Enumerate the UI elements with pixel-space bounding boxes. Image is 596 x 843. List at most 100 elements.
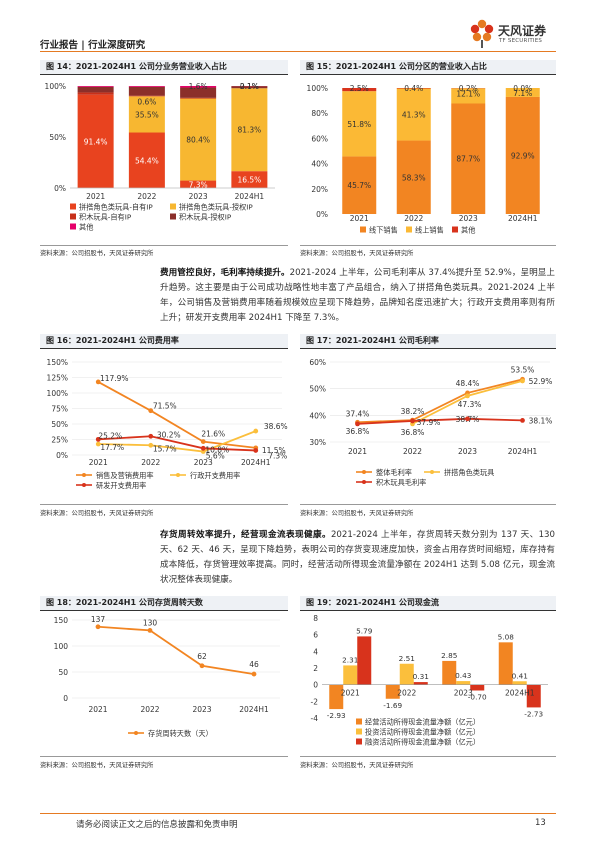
bar-data-label: 0.1% xyxy=(240,82,259,91)
bar xyxy=(442,660,457,685)
data-point xyxy=(95,624,101,630)
x-tick-label: 2023 xyxy=(194,458,213,467)
legend-swatch xyxy=(70,223,76,230)
data-point xyxy=(253,448,259,453)
legend-swatch xyxy=(360,226,366,233)
x-tick-label: 2024H1 xyxy=(505,689,535,698)
legend-marker xyxy=(176,473,180,477)
legend-marker xyxy=(82,473,86,477)
data-point xyxy=(147,628,153,633)
data-label: 38.7% xyxy=(456,415,480,424)
x-tick-label: 2022 xyxy=(397,689,416,698)
y-tick-label: 4 xyxy=(313,647,318,656)
figure-16-bottom-rule xyxy=(40,504,288,505)
data-point xyxy=(465,393,470,399)
legend-label: 经营活动所得现金流量净额（亿元） xyxy=(365,718,480,727)
y-tick-label: 20% xyxy=(311,185,328,194)
series-line xyxy=(98,430,257,453)
figure-15-title: 图 15：2021-2024H1 公司分区的营业收入占比 xyxy=(300,60,556,74)
figure-16-title: 图 16：2021-2024H1 公司费用率 xyxy=(40,334,288,348)
bar xyxy=(470,684,485,691)
bar xyxy=(456,681,471,685)
legend-marker xyxy=(362,480,366,484)
bar-segment xyxy=(128,95,165,97)
paragraph-turnover-lead: 存货周转效率提升，经营现金流表现健康。 xyxy=(160,530,331,540)
x-tick-label: 2024H1 xyxy=(508,447,538,456)
legend-label: 存货周转天数（天） xyxy=(148,729,213,738)
bar-data-label: 0.4% xyxy=(404,84,423,93)
data-label: 30.2% xyxy=(157,430,181,439)
legend-label: 行政开支费用率 xyxy=(190,471,240,480)
bar-segment xyxy=(128,86,165,87)
bar-data-label: 51.8% xyxy=(347,120,371,129)
x-tick-label: 2021 xyxy=(350,214,369,223)
bar xyxy=(357,636,372,685)
bar xyxy=(329,684,344,710)
paragraph-turnover: 存货周转效率提升，经营现金流表现健康。2021-2024 上半年，存货周转天数分… xyxy=(160,528,555,588)
legend-swatch xyxy=(356,738,362,745)
data-label: 53.5% xyxy=(511,365,535,374)
data-point xyxy=(95,441,101,447)
bar-data-label: 7.1% xyxy=(513,89,532,98)
bar-data-label: 0.43 xyxy=(455,671,472,680)
x-tick-label: 2021 xyxy=(348,447,367,456)
x-tick-label: 2022 xyxy=(141,458,160,467)
bar-data-label: 2.51 xyxy=(399,654,415,663)
y-tick-label: -2 xyxy=(311,697,319,706)
x-tick-label: 2024H1 xyxy=(239,705,269,714)
bar-data-label: 0.41 xyxy=(512,671,528,680)
x-tick-label: 2021 xyxy=(89,458,108,467)
legend-swatch xyxy=(170,203,176,210)
data-label: 117.9% xyxy=(100,374,129,383)
bar-segment xyxy=(77,94,114,188)
data-label: 137 xyxy=(91,615,106,624)
data-point xyxy=(199,663,205,669)
legend-marker xyxy=(134,731,138,735)
data-point xyxy=(148,442,154,448)
legend-label: 拼搭角色类玩具-授权IP xyxy=(179,203,253,212)
y-tick-label: 40% xyxy=(311,160,328,169)
legend-label: 积木玩具-自有IP xyxy=(79,213,132,222)
y-tick-label: -4 xyxy=(311,714,319,723)
y-tick-label: 25% xyxy=(51,436,68,445)
bar-data-label: 58.3% xyxy=(402,173,426,182)
figure-19-source: 资料来源：公司招股书，天风证券研究所 xyxy=(300,762,414,769)
bar-segment xyxy=(180,98,217,181)
y-tick-label: 125% xyxy=(47,374,68,383)
legend-label: 整体毛利率 xyxy=(376,468,412,477)
bar-data-label: 0.6% xyxy=(137,97,156,106)
x-tick-label: 2024H1 xyxy=(241,458,271,467)
data-label: 38.6% xyxy=(264,422,288,431)
bar-segment xyxy=(505,88,540,97)
bar-segment xyxy=(77,86,114,93)
series-line xyxy=(357,417,523,425)
bar-data-label: 81.3% xyxy=(237,126,261,135)
bar-data-label: 16.5% xyxy=(237,176,261,185)
y-tick-label: 100% xyxy=(47,389,68,398)
x-tick-label: 2021 xyxy=(341,689,360,698)
bar-data-label: 80.4% xyxy=(186,136,210,145)
bar-segment xyxy=(396,88,431,89)
data-label: 25.2% xyxy=(98,431,122,440)
legend-swatch xyxy=(170,213,176,220)
y-tick-label: 50% xyxy=(309,385,326,394)
x-tick-label: 2022 xyxy=(140,705,159,714)
data-label: 7.3% xyxy=(268,451,287,460)
bar-data-label: 2.5% xyxy=(350,84,369,93)
data-point xyxy=(520,418,525,423)
x-tick-label: 2024H1 xyxy=(508,214,538,223)
bar xyxy=(399,663,414,685)
figure-17-source: 资料来源：公司招股书，天风证券研究所 xyxy=(300,510,414,517)
figure-18-title: 图 18：2021-2024H1 公司存货周转天数 xyxy=(40,596,288,610)
x-tick-label: 2021 xyxy=(86,192,105,201)
legend-label: 拼搭角色类玩具-自有IP xyxy=(79,203,153,212)
bar-segment xyxy=(342,156,377,214)
data-label: 5.6% xyxy=(206,452,225,461)
bar-data-label: 2.31 xyxy=(342,655,358,664)
x-tick-label: 2023 xyxy=(459,214,478,223)
data-label: 52.9% xyxy=(529,377,553,386)
figure-15-chart: 0% 20% 40% 60% 80% 100% 45.7% 51.8% 2.5% 58.3% 41.… xyxy=(307,84,540,235)
data-point xyxy=(465,416,470,422)
bar-data-label: -1.69 xyxy=(383,701,402,710)
legend-label: 积木玩具毛利率 xyxy=(376,478,426,487)
